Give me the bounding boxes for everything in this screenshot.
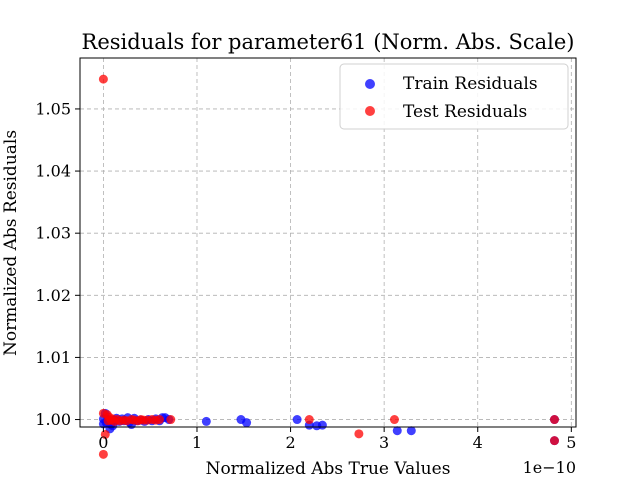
y-tick-label: 1.01 <box>35 348 71 367</box>
test-residual-point <box>304 415 314 425</box>
x-tick-label: 4 <box>473 433 483 452</box>
y-tick-label: 1.05 <box>35 99 71 118</box>
x-tick-label: 5 <box>566 433 576 452</box>
test-residual-point <box>98 74 108 84</box>
x-tick-label: 1 <box>192 433 202 452</box>
plot-frame <box>79 57 577 428</box>
test-residual-point <box>549 415 559 425</box>
x-axis-offset-text: 1e−10 <box>523 458 576 477</box>
test-residual-point <box>98 449 108 459</box>
test-residual-point <box>549 436 559 446</box>
y-tick-label: 1.03 <box>35 224 71 243</box>
legend-marker-test <box>365 106 375 116</box>
x-axis-label: Normalized Abs True Values <box>206 459 451 479</box>
legend-label-train: Train Residuals <box>403 74 538 94</box>
train-residual-point <box>317 420 327 430</box>
train-residual-point <box>242 418 252 428</box>
train-residual-point <box>392 426 402 436</box>
x-tick-label: 3 <box>379 433 389 452</box>
x-tick-label: 0 <box>98 433 108 452</box>
data-points <box>98 74 559 459</box>
y-tick-label: 1.00 <box>35 410 71 429</box>
y-tick-label: 1.02 <box>35 286 71 305</box>
test-residual-point <box>389 415 399 425</box>
test-residual-point <box>166 415 176 425</box>
y-axis-label: Normalized Abs Residuals <box>1 130 21 356</box>
train-residual-point <box>201 416 211 426</box>
test-residual-point <box>100 429 110 439</box>
test-residual-point <box>155 415 165 425</box>
test-residual-point <box>354 429 364 439</box>
legend-marker-train <box>365 79 375 89</box>
legend-box <box>339 63 569 130</box>
grid <box>80 58 576 427</box>
chart-title: Residuals for parameter61 (Norm. Abs. Sc… <box>82 30 575 54</box>
axis-ticks: 0 1 2 3 4 5 1.00 1.01 1.02 1.03 1.04 1.05 <box>35 99 576 452</box>
y-tick-label: 1.04 <box>35 162 71 181</box>
legend-label-test: Test Residuals <box>403 102 527 122</box>
train-residual-point <box>292 415 302 425</box>
x-tick-label: 2 <box>285 433 295 452</box>
train-residual-point <box>406 426 416 436</box>
legend: Train Residuals Test Residuals <box>339 63 569 130</box>
